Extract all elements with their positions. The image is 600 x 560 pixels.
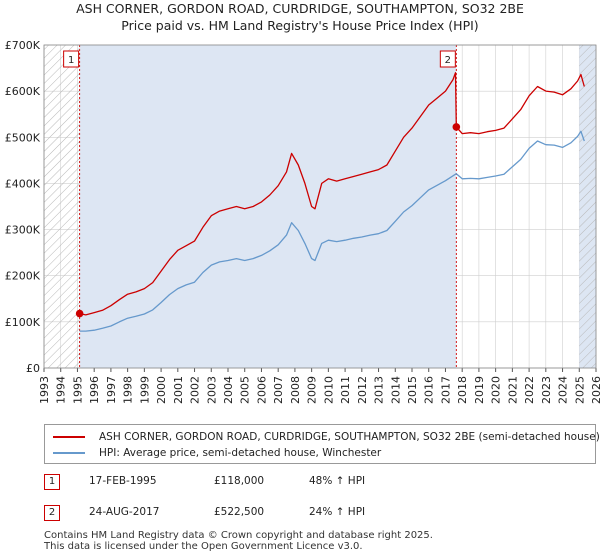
x-tick-label: 1995 — [71, 376, 84, 404]
sale-date: 24-AUG-2017 — [89, 506, 160, 518]
legend-label-property: ASH CORNER, GORDON ROAD, CURDRIDGE, SOUT… — [99, 431, 600, 443]
sale-price: £118,000 — [214, 475, 265, 487]
footer-line-1: Contains HM Land Registry data © Crown c… — [44, 530, 433, 541]
x-tick-label: 2008 — [289, 376, 302, 404]
property-series-line — [79, 72, 585, 316]
x-tick-label: 2020 — [490, 376, 503, 404]
legend-swatch-hpi — [53, 452, 85, 454]
x-tick-label: 1997 — [105, 376, 118, 404]
y-tick-label: £300K — [5, 224, 41, 237]
y-tick-label: £500K — [5, 131, 41, 144]
x-tick-label: 1999 — [138, 376, 151, 404]
x-tick-label: 2000 — [155, 376, 168, 404]
x-tick-label: 1993 — [38, 376, 51, 404]
y-tick-label: £200K — [5, 270, 41, 283]
x-tick-label: 2004 — [222, 376, 235, 404]
sale-price: £522,500 — [214, 506, 265, 518]
x-tick-label: 2015 — [406, 376, 419, 404]
chart-title-line-1: ASH CORNER, GORDON ROAD, CURDRIDGE, SOUT… — [76, 1, 524, 16]
x-tick-label: 2025 — [573, 376, 586, 404]
sale-label-box — [63, 50, 80, 68]
sale-number-box: 2 — [44, 505, 60, 521]
x-tick-label: 2009 — [306, 376, 319, 404]
x-tick-label: 2006 — [255, 376, 268, 404]
x-tick-label: 2013 — [373, 376, 386, 404]
x-tick-label: 2023 — [540, 376, 553, 404]
hpi-series-line — [79, 130, 585, 332]
sale-number-box: 1 — [44, 474, 60, 490]
x-tick-label: 2007 — [272, 376, 285, 404]
price-chart: 1 2 £0 £100K £200K £300K £400K £500K £600K £700K… — [5, 39, 600, 404]
x-tick-label: 2002 — [189, 376, 202, 404]
x-tick-label: 2016 — [423, 376, 436, 404]
x-tick-label: 2003 — [205, 376, 218, 404]
x-tick-label: 2024 — [557, 376, 570, 404]
sale-label-box — [439, 50, 456, 68]
sale-point — [75, 309, 84, 318]
x-tick-label: 2022 — [523, 376, 536, 404]
x-tick-label: 1996 — [88, 376, 101, 404]
x-tick-label: 2001 — [172, 376, 185, 404]
chart-title-line-2: Price paid vs. HM Land Registry's House … — [121, 18, 479, 33]
shaded-period — [79, 45, 457, 368]
y-tick-label: £600K — [5, 85, 41, 98]
x-tick-label: 2019 — [473, 376, 486, 404]
x-tick-label: 1998 — [122, 376, 135, 404]
x-tick-label: 1994 — [55, 376, 68, 404]
x-tick-label: 2012 — [356, 376, 369, 404]
sale-label-text: 2 — [445, 55, 451, 66]
sale-point — [452, 123, 461, 131]
legend-item-hpi: HPI: Average price, semi-detached house,… — [53, 445, 381, 461]
footer: Contains HM Land Registry data © Crown c… — [44, 530, 433, 552]
legend-swatch-property — [53, 436, 85, 438]
hatched-period — [579, 45, 596, 368]
y-tick-label: £0 — [26, 362, 40, 375]
x-tick-label: 2026 — [590, 376, 600, 404]
x-tick-label: 2017 — [439, 376, 452, 404]
x-tick-label: 2005 — [239, 376, 252, 404]
x-tick-label: 2021 — [506, 376, 519, 404]
y-tick-label: £100K — [5, 316, 41, 329]
x-tick-label: 2014 — [389, 376, 402, 404]
footer-line-2: This data is licensed under the Open Gov… — [44, 541, 363, 552]
x-tick-label: 2010 — [322, 376, 335, 404]
sale-label-text: 1 — [68, 55, 74, 66]
sale-hpi-change: 24% ↑ HPI — [309, 506, 366, 518]
plot-frame — [43, 44, 597, 369]
sale-hpi-change: 48% ↑ HPI — [309, 475, 366, 487]
legend: ASH CORNER, GORDON ROAD, CURDRIDGE, SOUT… — [44, 424, 600, 464]
x-tick-label: 2018 — [456, 376, 469, 404]
y-tick-label: £700K — [5, 39, 41, 52]
legend-item-property: ASH CORNER, GORDON ROAD, CURDRIDGE, SOUT… — [53, 429, 600, 445]
x-tick-label: 2011 — [339, 376, 352, 404]
sale-date: 17-FEB-1995 — [89, 475, 157, 487]
hatched-period — [44, 45, 80, 368]
y-tick-label: £400K — [5, 177, 41, 190]
legend-label-hpi: HPI: Average price, semi-detached house,… — [99, 447, 382, 459]
